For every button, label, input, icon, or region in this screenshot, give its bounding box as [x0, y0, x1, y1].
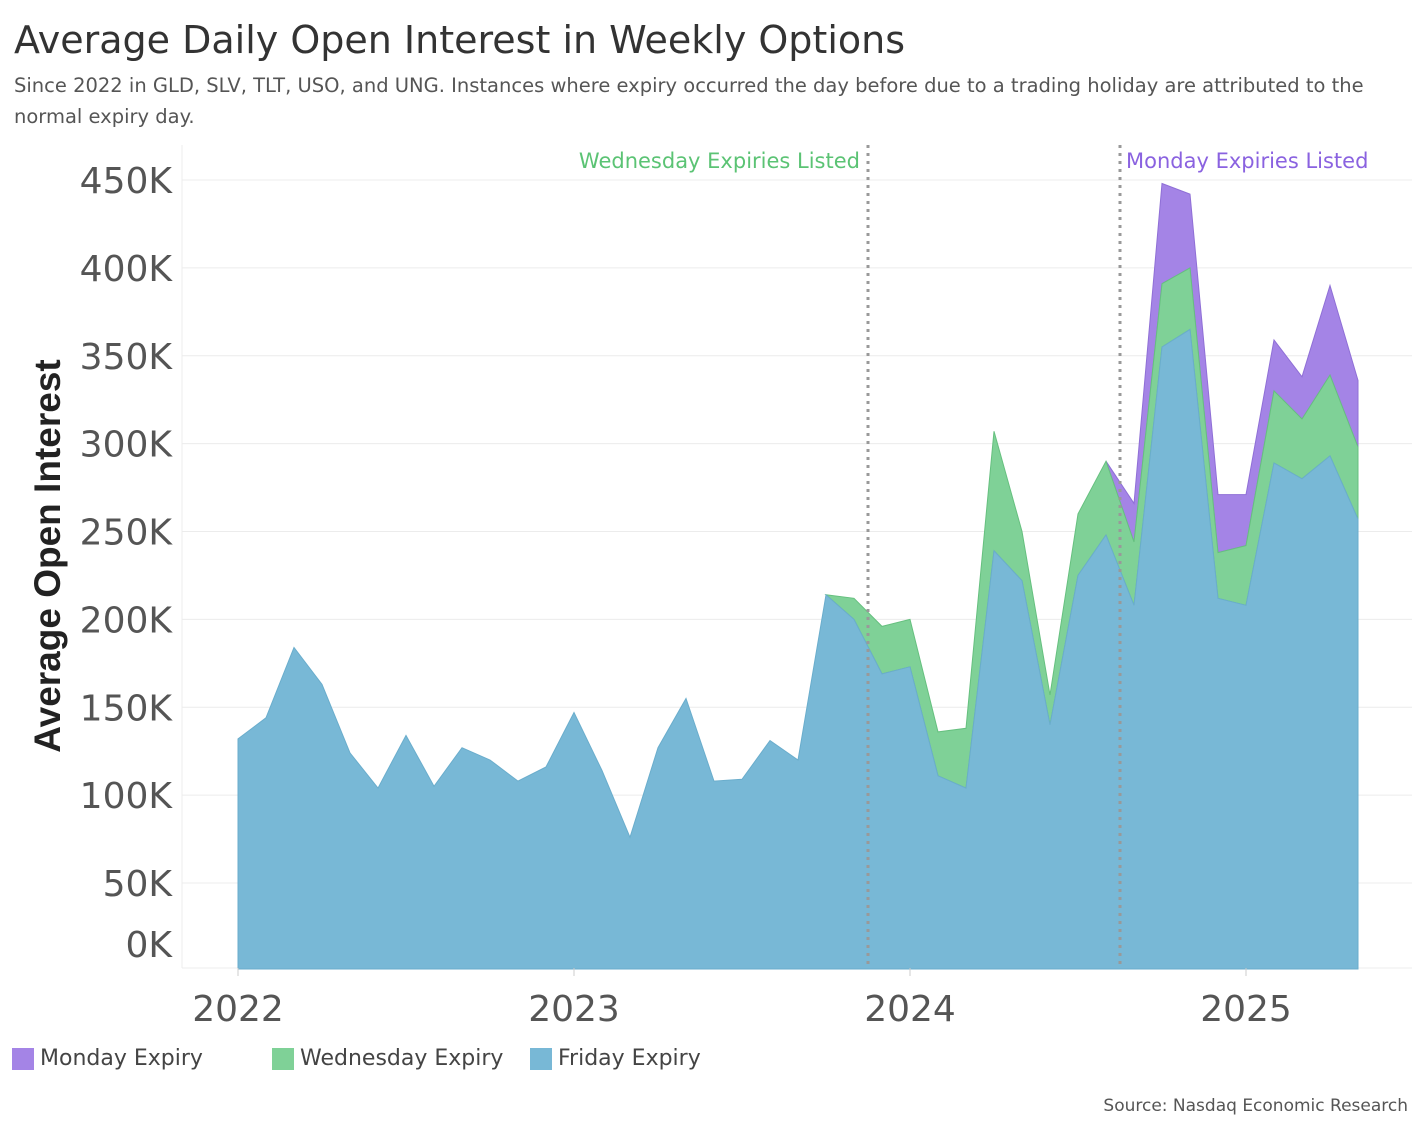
x-tick-label: 2022: [192, 989, 284, 1030]
x-tick-label: 2024: [864, 989, 956, 1030]
y-tick-label: 200K: [80, 600, 174, 641]
y-tick-label: 250K: [80, 513, 174, 554]
legend-item-friday: Friday Expiry: [530, 1046, 701, 1071]
axes: 0K 50K 100K 150K 200K 250K 300K 350K 400K 450K 202…: [80, 161, 1292, 1030]
legend-label-monday: Monday Expiry: [40, 1046, 203, 1071]
annotation-label-wednesday: Wednesday Expiries Listed: [579, 149, 860, 173]
y-tick-label: 400K: [80, 249, 174, 290]
chart-title: Average Daily Open Interest in Weekly Op…: [14, 18, 906, 62]
legend-swatch-monday: [12, 1047, 34, 1070]
legend-swatch-wednesday: [272, 1047, 294, 1070]
y-tick-label: 150K: [80, 688, 174, 729]
legend-item-monday: Monday Expiry: [12, 1046, 203, 1071]
chart-subtitle: Since 2022 in GLD, SLV, TLT, USO, and UN…: [14, 74, 1364, 128]
y-tick-label: 450K: [80, 161, 174, 202]
series-area-friday-expiry: [237, 328, 1359, 970]
y-tick-label: 0K: [125, 925, 173, 966]
y-axis-label: Average Open Interest: [27, 359, 68, 752]
y-tick-label: 100K: [80, 776, 174, 817]
annotations: Wednesday Expiries Listed Monday Expiries…: [579, 145, 1368, 968]
legend-label-friday: Friday Expiry: [558, 1046, 701, 1071]
chart-area: Wednesday Expiries Listed Monday Expiries…: [27, 145, 1412, 1030]
annotation-label-monday: Monday Expiries Listed: [1126, 149, 1368, 173]
x-tick-label: 2025: [1200, 989, 1292, 1030]
y-tick-label: 300K: [80, 425, 174, 466]
y-tick-label: 50K: [103, 864, 174, 905]
x-tick-label: 2023: [528, 989, 620, 1030]
y-tick-label: 350K: [80, 337, 174, 378]
legend-item-wednesday: Wednesday Expiry: [272, 1046, 503, 1071]
source-note: Source: Nasdaq Economic Research: [1103, 1096, 1408, 1116]
legend-swatch-friday: [530, 1047, 552, 1070]
stacked-areas: [237, 182, 1359, 970]
legend-label-wednesday: Wednesday Expiry: [300, 1046, 504, 1071]
